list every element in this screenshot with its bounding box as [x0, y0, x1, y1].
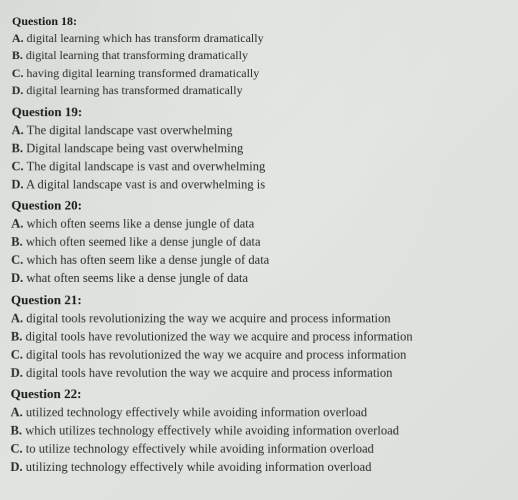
option-text: which utilizes technology effectively wh… [25, 424, 399, 438]
option-label: C. [11, 253, 23, 267]
option-c: C. digital tools has revolutionized the … [11, 345, 508, 363]
option-text: The digital landscape is vast and overwh… [27, 159, 266, 173]
option-b: B. which often seemed like a dense jungl… [11, 233, 507, 251]
option-label: D. [12, 83, 24, 97]
option-a: A. The digital landscape vast overwhelmi… [12, 121, 507, 139]
option-label: C. [11, 347, 23, 361]
option-label: A. [11, 405, 23, 419]
option-label: A. [12, 123, 24, 137]
option-text: which often seemed like a dense jungle o… [26, 235, 261, 249]
option-label: C. [12, 66, 24, 80]
option-c: C. The digital landscape is vast and ove… [11, 157, 506, 175]
option-label: C. [11, 159, 23, 173]
option-b: B. which utilizes technology effectively… [10, 422, 507, 440]
option-label: A. [12, 31, 24, 45]
option-text: The digital landscape vast overwhelming [27, 123, 233, 137]
option-text: utilizing technology effectively while a… [26, 460, 372, 474]
option-b: B. digital tools have revolutionized the… [11, 327, 507, 345]
option-text: having digital learning transformed dram… [26, 66, 259, 80]
option-label: C. [10, 442, 22, 456]
option-label: B. [12, 48, 23, 62]
option-a: A. utilized technology effectively while… [11, 403, 508, 421]
option-a: A. digital tools revolutionizing the way… [11, 309, 507, 327]
option-label: D. [10, 460, 22, 474]
option-d: D. what often seems like a dense jungle … [11, 269, 507, 287]
option-text: digital tools revolutionizing the way we… [26, 311, 390, 325]
question-20: Question 20: A. which often seems like a… [11, 198, 507, 288]
option-a: A. which often seems like a dense jungle… [11, 215, 507, 233]
option-label: A. [11, 217, 23, 231]
option-text: digital learning that transforming drama… [26, 48, 248, 62]
question-21: Question 21: A. digital tools revolution… [11, 292, 508, 382]
question-22: Question 22: A. utilized technology effe… [10, 386, 507, 477]
option-text: what often seems like a dense jungle of … [26, 271, 248, 285]
option-text: digital tools has revolutionized the way… [26, 347, 406, 361]
option-text: utilized technology effectively while av… [26, 405, 367, 419]
question-header: Question 19: [12, 104, 507, 120]
option-label: B. [10, 424, 22, 438]
option-c: C. having digital learning transformed d… [12, 65, 506, 82]
option-label: B. [11, 235, 23, 249]
option-b: B. Digital landscape being vast overwhel… [11, 139, 506, 157]
option-label: B. [11, 141, 23, 155]
option-text: A digital landscape vast is and overwhel… [26, 177, 265, 191]
option-label: D. [11, 271, 23, 285]
option-text: digital tools have revolution the way we… [26, 366, 392, 380]
option-text: to utilize technology effectively while … [26, 442, 374, 456]
option-a: A. digital learning which has transform … [12, 30, 506, 47]
question-19: Question 19: A. The digital landscape va… [11, 104, 506, 194]
option-text: which has often seem like a dense jungle… [26, 253, 269, 267]
option-label: D. [11, 177, 23, 191]
option-c: C. to utilize technology effectively whi… [10, 440, 507, 458]
question-18: Question 18: A. digital learning which h… [12, 14, 507, 100]
option-text: digital learning has transformed dramati… [26, 83, 242, 97]
option-label: B. [11, 329, 23, 343]
option-text: Digital landscape being vast overwhelmin… [26, 141, 243, 155]
document-content: Question 18: A. digital learning which h… [10, 14, 507, 477]
option-label: D. [11, 366, 23, 380]
option-c: C. which has often seem like a dense jun… [11, 251, 507, 269]
option-d: D. digital tools have revolution the way… [11, 364, 508, 382]
question-header: Question 20: [11, 198, 506, 214]
option-label: A. [11, 311, 23, 325]
option-text: digital learning which has transform dra… [27, 31, 264, 45]
option-text: which often seems like a dense jungle of… [27, 217, 255, 231]
option-d: D. A digital landscape vast is and overw… [11, 175, 506, 193]
option-d: D. utilizing technology effectively whil… [10, 458, 507, 476]
option-d: D. digital learning has transformed dram… [12, 82, 507, 99]
option-b: B. digital learning that transforming dr… [12, 47, 506, 64]
question-header: Question 22: [11, 386, 508, 402]
question-header: Question 18: [12, 14, 506, 29]
question-header: Question 21: [11, 292, 507, 308]
option-text: digital tools have revolutionized the wa… [25, 329, 412, 343]
